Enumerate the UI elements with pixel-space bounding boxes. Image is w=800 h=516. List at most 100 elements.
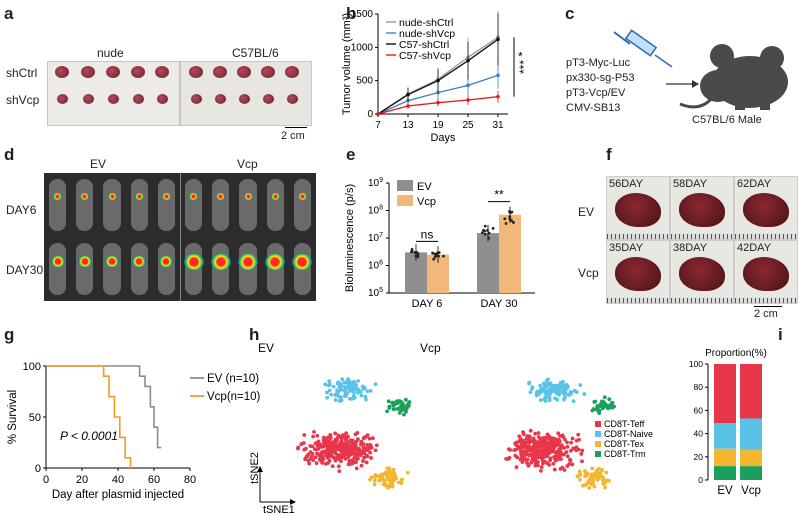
tumor-specimen	[56, 94, 68, 104]
tsne-cell	[557, 439, 562, 444]
tsne-cell	[339, 448, 344, 453]
tsne-cell	[333, 458, 338, 463]
i-y-tick-label: 80	[694, 382, 704, 392]
tsne-cell	[597, 476, 601, 481]
group-c57-label: C57BL/6	[232, 46, 279, 60]
luminescence-signal	[161, 192, 171, 200]
b-x-tick-label: 25	[462, 120, 474, 131]
tumor-specimen	[106, 66, 120, 78]
h-legend-label: CD8T-Tex	[604, 439, 645, 449]
g-legend-label: EV (n=10)	[207, 373, 259, 385]
b-data-point	[406, 104, 410, 108]
e-sig-label: **	[494, 188, 504, 202]
tsne-cell	[340, 377, 345, 381]
tsne-cell	[596, 409, 601, 413]
tsne-cell	[313, 455, 318, 459]
tsne-cell	[546, 377, 551, 382]
tsne-cell	[554, 449, 559, 454]
ruler	[671, 234, 733, 239]
panel-e-label: e	[346, 145, 356, 164]
tumor-volume-chart: 0 500 1000 1500 7 13 19 25 31 Days Tumor volume (m…	[341, 9, 531, 144]
tsne-cell	[362, 455, 367, 460]
tsne-cell	[606, 406, 611, 411]
tsne-cell	[396, 480, 401, 485]
tsne-cell	[534, 391, 539, 396]
tsne-cell	[368, 388, 373, 393]
imaged-mouse	[49, 243, 67, 295]
luminescence-signal	[216, 192, 226, 200]
tsne-cell	[372, 478, 377, 483]
liver-photo: 42DAY	[734, 240, 798, 304]
g-x-tick-label: 20	[76, 474, 88, 486]
b-data-point	[496, 94, 500, 99]
imaged-mouse	[103, 243, 121, 295]
tsne-cell	[354, 466, 359, 471]
tumor-specimen	[237, 66, 251, 78]
tsne-cell	[591, 407, 596, 411]
tsne-cell	[350, 381, 355, 386]
e-legend-label: Vcp	[417, 196, 436, 208]
i-y-tick-label: 60	[694, 405, 704, 415]
tsne-cell	[595, 404, 600, 408]
b-data-point	[466, 98, 470, 102]
g-y-tick-label: 50	[29, 412, 41, 424]
panel-h-label: h	[249, 325, 260, 344]
tsne-cell	[584, 482, 589, 487]
b-data-point	[436, 90, 440, 95]
tsne-cell	[359, 393, 364, 398]
liver-specimen	[743, 193, 789, 227]
tsne-cell	[374, 443, 379, 448]
tsne-cell	[356, 379, 361, 383]
tsne-cell	[343, 380, 348, 385]
tsne-cell	[315, 441, 320, 446]
g-x-tick-label: 0	[43, 474, 49, 486]
b-data-point	[436, 100, 440, 105]
luminescence-signal	[105, 255, 119, 267]
tsne-cell	[531, 458, 535, 463]
tsne-cell	[514, 465, 519, 470]
tsne-cell	[338, 434, 342, 439]
e-bar	[405, 252, 427, 293]
b-legend-label: nude-shCtrl	[399, 17, 453, 29]
e-dot	[487, 236, 491, 240]
e-dot	[480, 231, 484, 235]
i-bar-segment	[740, 449, 762, 467]
tsne-cell	[321, 444, 326, 449]
tsne-cell	[401, 402, 405, 406]
tsne-cell	[358, 389, 363, 394]
tsne-cell	[571, 446, 576, 451]
h-legend-label: CD8T-Trm	[604, 449, 646, 459]
tsne-cell	[587, 485, 592, 490]
tsne-cell	[540, 458, 545, 463]
tumor-specimen	[261, 66, 275, 78]
group-nude-label: nude	[97, 46, 124, 60]
e-dot	[487, 231, 491, 235]
e-dot	[442, 254, 445, 258]
tsne-cell	[331, 440, 336, 444]
tsne-cell	[559, 380, 564, 385]
tsne-cell	[553, 458, 558, 463]
tsne-cell	[363, 394, 368, 399]
tsne-cell	[372, 482, 377, 487]
b-x-tick-label: 13	[402, 120, 414, 131]
tsne-cell	[536, 450, 541, 455]
tsne-cell	[521, 432, 526, 437]
b-data-point	[436, 78, 440, 83]
tsne-cell	[356, 449, 361, 454]
col-vcp-label: Vcp	[237, 157, 258, 171]
scalebar-f	[754, 306, 782, 307]
luminescence-signal	[80, 192, 90, 200]
tsne-cell	[330, 464, 335, 469]
tsne-cell	[327, 458, 332, 463]
tsne-cell	[335, 381, 340, 386]
ruler	[607, 298, 669, 303]
tsne-cell	[373, 382, 378, 387]
col-ev-label: EV	[90, 157, 107, 171]
luminescence-signal	[132, 255, 147, 267]
tsne-cell	[530, 385, 535, 389]
tsne-cell	[392, 473, 397, 477]
tsne-cell	[568, 457, 572, 462]
tsne-cell	[513, 447, 518, 452]
tsne-cell	[370, 436, 375, 441]
tsne-cell	[589, 482, 594, 487]
